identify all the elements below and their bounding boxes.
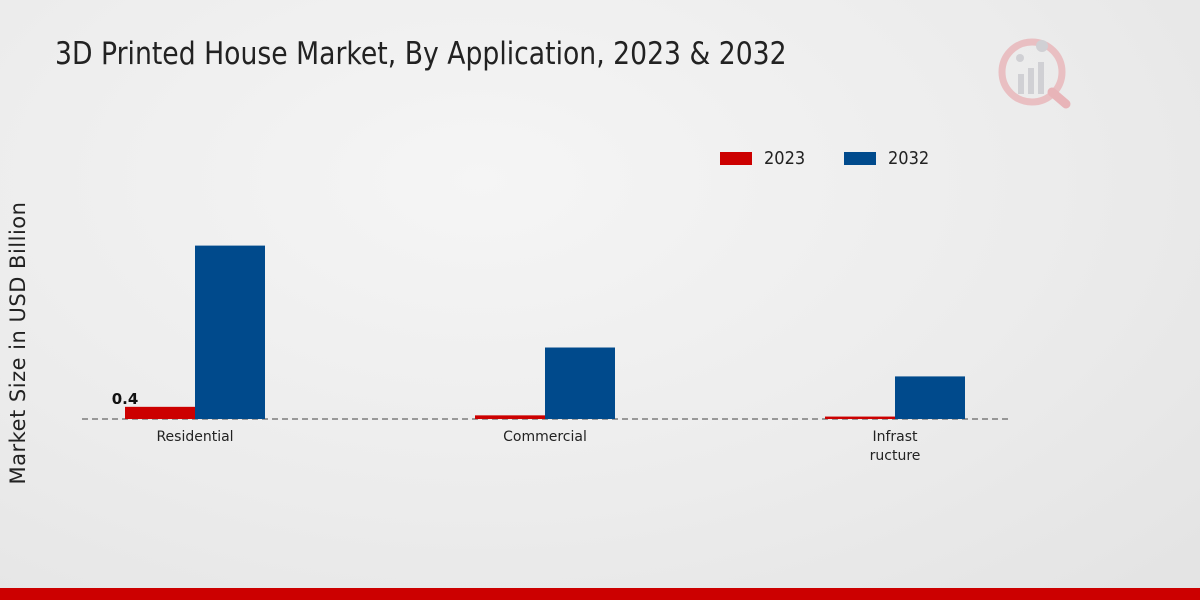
bar-2023-commercial[interactable]	[475, 415, 545, 419]
legend-swatch-2032	[843, 152, 876, 165]
legend-item-2023[interactable]: 2023	[720, 148, 810, 169]
legend-item-2032[interactable]: 2032	[843, 148, 934, 169]
data-label-2023-residential: 0.4	[112, 390, 139, 408]
x-tick-label-commercial: Commercial	[503, 429, 587, 445]
x-tick-label-residential: Residential	[156, 429, 233, 445]
legend-label-2023: 2023	[764, 148, 806, 169]
bar-2023-residential[interactable]	[125, 406, 195, 419]
legend-label-2032: 2032	[887, 148, 930, 169]
mrfr-logo-icon	[998, 38, 1071, 109]
chart-legend: 2023 2032	[720, 148, 934, 169]
footer-bar	[0, 588, 1200, 600]
bar-2032-residential[interactable]	[195, 245, 265, 419]
bar-2023-infrastructure[interactable]	[825, 416, 895, 419]
legend-swatch-2023	[720, 152, 752, 165]
bar-2032-infrastructure[interactable]	[895, 376, 965, 419]
x-tick-label-infrastructure: Infrast ructure	[870, 429, 921, 464]
chart-title: 3D Printed House Market, By Application,…	[55, 36, 787, 72]
bar-2032-commercial[interactable]	[545, 347, 615, 419]
